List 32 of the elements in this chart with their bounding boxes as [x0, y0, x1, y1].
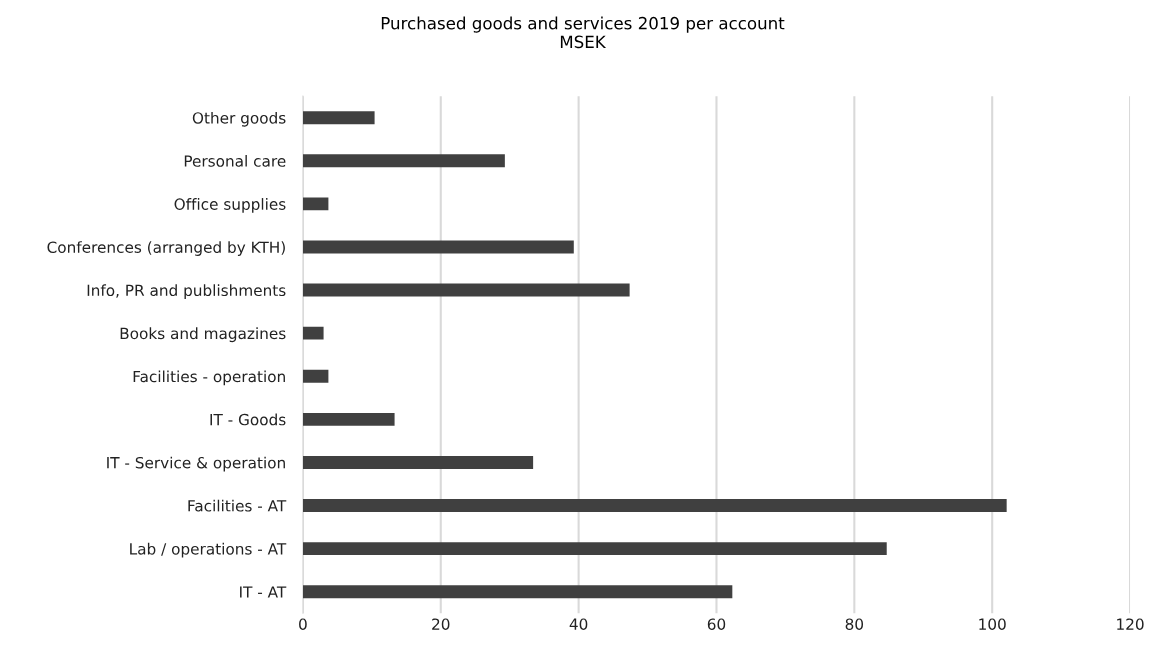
y-tick-label: Books and magazines	[120, 327, 286, 343]
y-tick-label: Personal care	[184, 154, 286, 167]
bar	[302, 240, 574, 254]
bar	[302, 154, 505, 168]
bar	[302, 369, 329, 383]
x-tick-label: 120	[1117, 618, 1144, 630]
bar	[302, 283, 630, 297]
y-tick-label: Conferences (arranged by KTH)	[47, 241, 285, 256]
bar	[302, 499, 1007, 512]
bar	[302, 585, 733, 599]
bar	[302, 197, 329, 211]
x-tick-label: 80	[845, 618, 864, 630]
y-tick-label: Other goods	[192, 111, 286, 127]
y-tick-label: Info, PR and publishments	[87, 284, 286, 300]
y-tick-label: Office supplies	[174, 198, 286, 213]
x-tick-label: 20	[432, 618, 450, 630]
bar	[302, 455, 534, 469]
bar	[302, 542, 887, 556]
x-tick-label: 60	[707, 618, 726, 630]
y-tick-label: IT - Goods	[210, 413, 286, 426]
y-tick-label: IT - Service & operation	[107, 456, 285, 472]
x-tick-label: 100	[979, 618, 1006, 630]
y-tick-label: IT - AT	[240, 586, 287, 598]
bar	[302, 111, 375, 125]
x-tick-label: 40	[569, 618, 588, 630]
chart-title: Purchased goods and services 2019 per account MSEK	[381, 16, 785, 49]
y-tick-label: Lab / operations - AT	[130, 542, 287, 558]
y-tick-label: Facilities - AT	[188, 499, 287, 512]
y-tick-label: Facilities - operation	[133, 370, 285, 386]
x-tick-label: 0	[299, 618, 307, 630]
bar	[302, 412, 395, 426]
bar	[302, 326, 324, 340]
